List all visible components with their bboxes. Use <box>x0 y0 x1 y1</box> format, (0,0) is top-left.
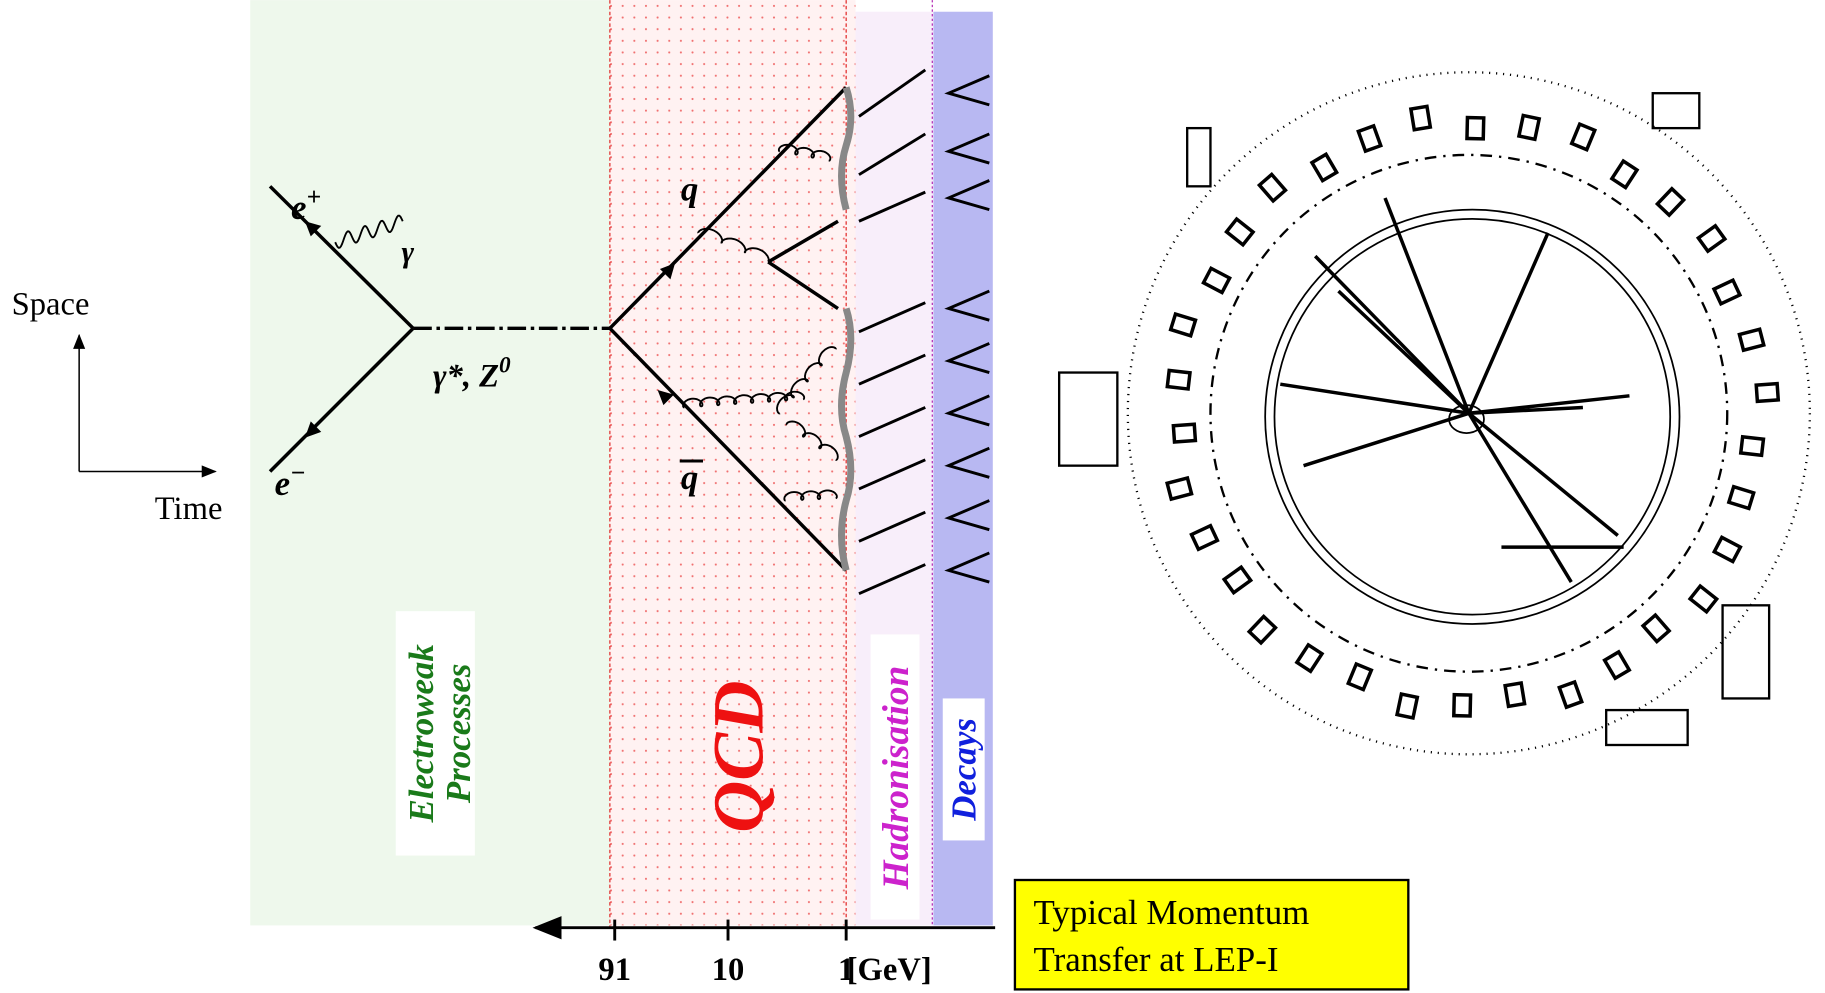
calo-cell <box>1249 616 1275 642</box>
electroweak-label: Electroweak <box>402 644 441 824</box>
calo-cell <box>1467 118 1484 139</box>
track <box>1304 413 1469 465</box>
calo-cell <box>1203 268 1229 292</box>
time-label: Time <box>155 491 223 527</box>
tick-label: 91 <box>598 952 631 988</box>
calo-cell <box>1227 219 1254 245</box>
calo-cell <box>1173 424 1195 442</box>
calo-cell <box>1167 370 1190 389</box>
calo-cell <box>1358 126 1380 151</box>
calo-cell <box>1690 586 1717 612</box>
scale-unit: [GeV] <box>847 952 932 988</box>
calo-cell <box>1739 329 1763 350</box>
calo-cell <box>1643 615 1669 642</box>
calo-cell <box>1348 664 1371 690</box>
calo-cell <box>1559 682 1581 707</box>
calo-cell <box>1505 683 1524 706</box>
diagram: Space Time e+ e− γ γ*, Z0 q q Electrowea… <box>0 0 1825 993</box>
calo-cell <box>1657 189 1683 215</box>
calo-cell <box>1698 226 1725 251</box>
calo-cell <box>1259 174 1285 201</box>
calo-cell <box>1224 567 1251 592</box>
calo-cell <box>1312 154 1337 180</box>
decays-label: Decays <box>944 718 983 822</box>
calo-cell <box>1714 537 1740 561</box>
outer-cell <box>1187 128 1210 186</box>
note-line: Transfer at LEP-I <box>1034 940 1279 979</box>
calo-cell <box>1756 384 1778 402</box>
calo-cell <box>1714 280 1740 304</box>
calo-cell <box>1612 161 1637 187</box>
outer-cell <box>1723 605 1770 698</box>
calo-cell <box>1167 478 1191 499</box>
tick-label: 10 <box>712 952 745 988</box>
outer-cell <box>1606 710 1687 745</box>
space-label: Space <box>12 286 90 322</box>
track <box>1385 198 1469 413</box>
event-display <box>1059 72 1810 754</box>
calo-cell <box>1454 695 1471 716</box>
page: Space Time e+ e− γ γ*, Z0 q q Electrowea… <box>0 0 1825 993</box>
calo-cell <box>1397 694 1417 718</box>
outer-cell <box>1653 93 1700 128</box>
antiquark-label: q <box>681 458 698 497</box>
electroweak-label: Processes <box>439 664 478 805</box>
calo-cell <box>1171 314 1196 336</box>
track <box>1469 413 1618 535</box>
note-line: Typical Momentum <box>1034 893 1310 932</box>
calo-cell <box>1297 645 1322 671</box>
calo-cell <box>1741 437 1764 456</box>
qcd-label: QCD <box>698 680 778 832</box>
calo-cell <box>1605 652 1630 678</box>
quark-label: q <box>681 169 698 208</box>
outer-cell <box>1059 373 1117 466</box>
calo-cell <box>1729 487 1754 509</box>
track <box>1469 413 1571 582</box>
calo-cell <box>1411 106 1430 129</box>
calo-cell <box>1519 115 1539 139</box>
hadronisation-label: Hadronisation <box>876 666 917 890</box>
track <box>1469 233 1548 413</box>
calo-cell <box>1572 124 1595 150</box>
photon-label: γ <box>402 235 415 269</box>
calo-cell <box>1191 526 1217 550</box>
